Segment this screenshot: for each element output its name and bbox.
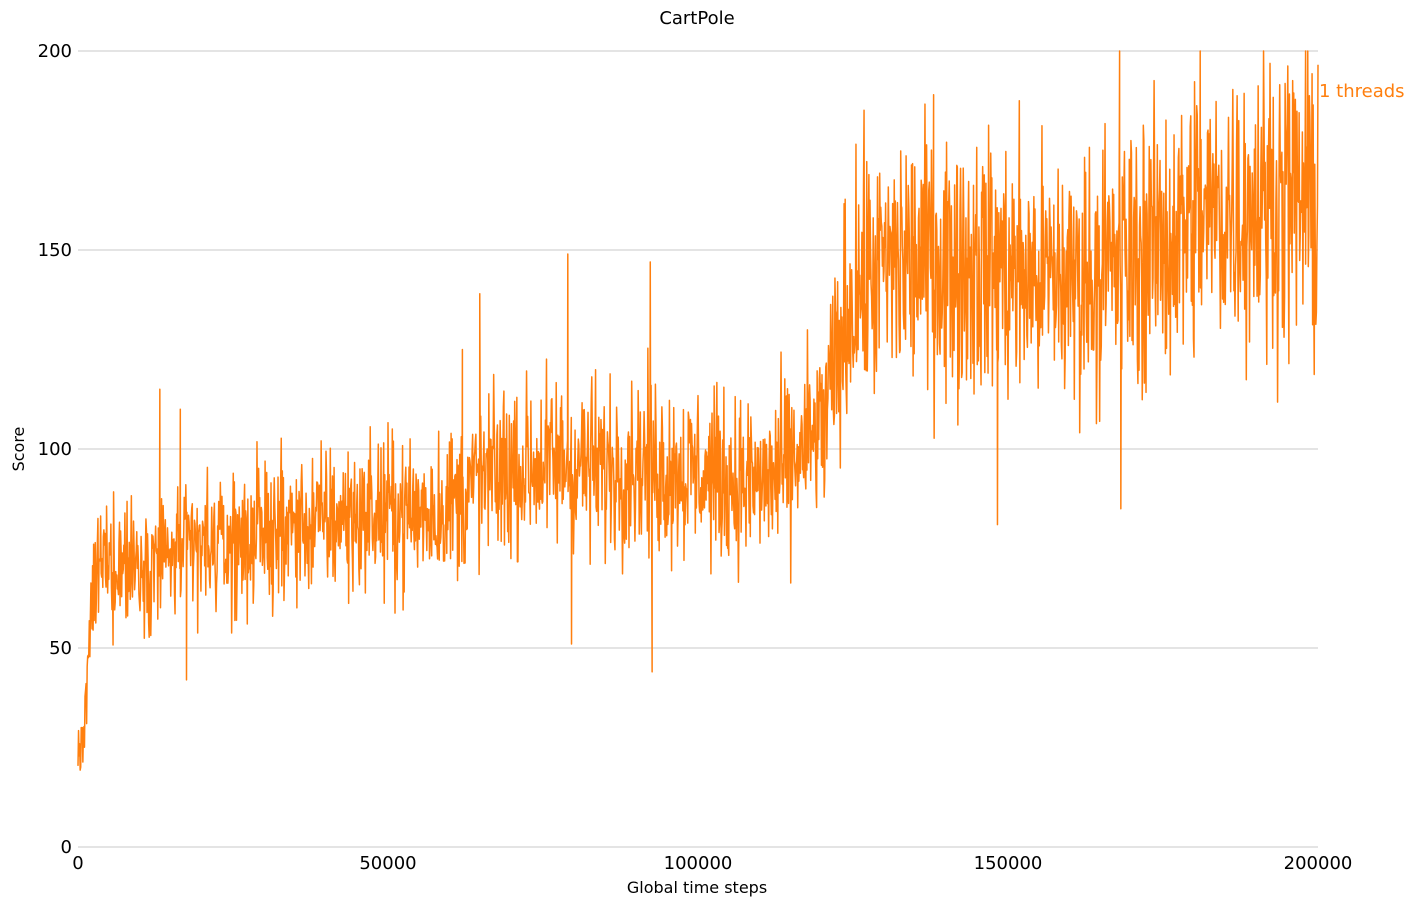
y-tick-label: 150 [38,240,72,261]
series-layer: 1 threads [77,50,1405,771]
y-axis-title: Score [9,427,28,472]
x-axis-title: Global time steps [627,878,767,897]
x-tick-labels: 0 50000 100000 150000 200000 [72,853,1352,874]
x-tick-label: 200000 [1284,853,1353,874]
y-tick-label: 100 [38,439,72,460]
x-tick-label: 0 [72,853,83,874]
x-tick-label: 100000 [664,853,733,874]
series-line [77,50,1319,771]
x-tick-label: 150000 [974,853,1043,874]
chart-title: CartPole [659,8,734,29]
series-label: 1 threads [1319,81,1405,102]
y-tick-labels: 0 50 100 150 200 [38,41,72,858]
y-tick-label: 50 [49,638,72,659]
y-tick-label: 0 [61,837,72,858]
x-tick-label: 50000 [359,853,416,874]
y-tick-label: 200 [38,41,72,62]
